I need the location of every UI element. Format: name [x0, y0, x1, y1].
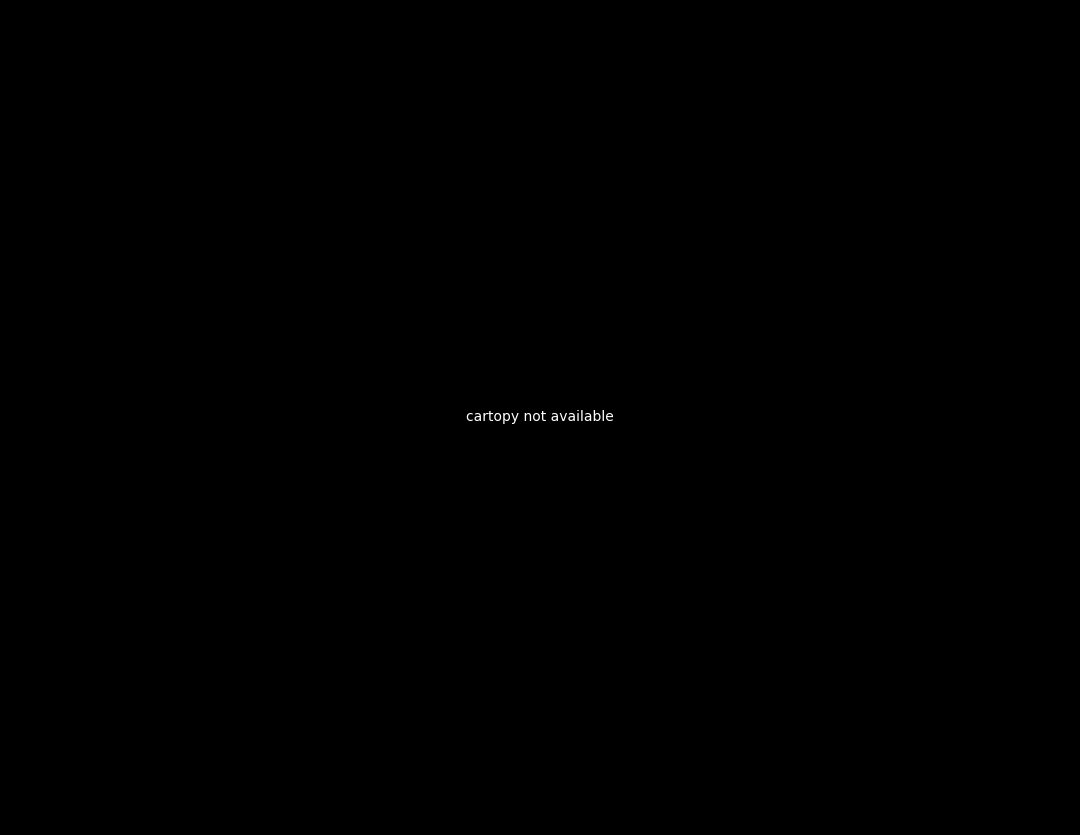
Text: cartopy not available: cartopy not available: [467, 411, 613, 424]
